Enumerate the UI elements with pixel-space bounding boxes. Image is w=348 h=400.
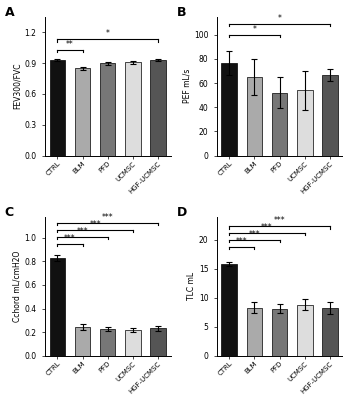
Y-axis label: Cchord mL/cmH2O: Cchord mL/cmH2O: [13, 250, 22, 322]
Bar: [221, 264, 237, 356]
Text: *: *: [253, 25, 256, 34]
Bar: [322, 75, 338, 156]
Text: ***: ***: [77, 227, 88, 236]
Bar: [297, 305, 313, 356]
Bar: [272, 93, 287, 156]
Text: ***: ***: [274, 216, 285, 225]
Bar: [125, 62, 141, 156]
Text: ***: ***: [102, 212, 113, 222]
Y-axis label: PEF mL/s: PEF mL/s: [182, 69, 191, 103]
Text: C: C: [5, 206, 14, 219]
Bar: [75, 68, 90, 156]
Y-axis label: FEV300/FVC: FEV300/FVC: [13, 63, 22, 110]
Text: ***: ***: [261, 223, 273, 232]
Bar: [49, 258, 65, 356]
Bar: [247, 308, 262, 356]
Bar: [100, 329, 116, 356]
Bar: [49, 60, 65, 156]
Bar: [272, 309, 287, 356]
Text: D: D: [176, 206, 187, 219]
Y-axis label: TLC mL: TLC mL: [187, 272, 196, 300]
Text: **: **: [66, 40, 74, 48]
Bar: [221, 63, 237, 156]
Text: *: *: [278, 14, 282, 23]
Bar: [150, 60, 166, 156]
Bar: [322, 308, 338, 356]
Text: ***: ***: [248, 230, 260, 239]
Bar: [125, 330, 141, 356]
Bar: [297, 90, 313, 156]
Text: *: *: [106, 29, 110, 38]
Text: ***: ***: [236, 237, 248, 246]
Text: ***: ***: [64, 234, 76, 243]
Bar: [75, 327, 90, 356]
Bar: [247, 77, 262, 156]
Text: ***: ***: [89, 220, 101, 228]
Bar: [100, 63, 116, 156]
Text: B: B: [176, 6, 186, 19]
Bar: [150, 328, 166, 356]
Text: A: A: [5, 6, 14, 19]
